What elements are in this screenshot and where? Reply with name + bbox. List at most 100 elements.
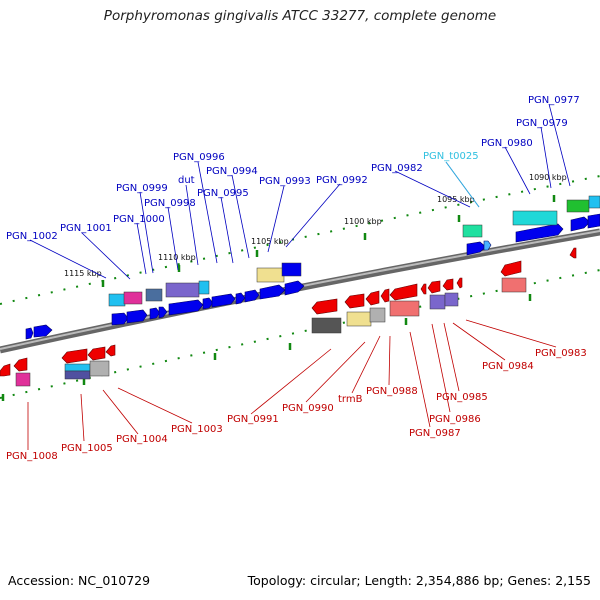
- gene-arrow: [570, 216, 591, 232]
- feature-box: [123, 291, 143, 305]
- gene-label: PGN_0993: [259, 176, 311, 187]
- major-ticks: [1, 195, 556, 401]
- feature-box: [198, 280, 210, 295]
- gene-arrow: [202, 297, 214, 310]
- gene-arrow: [211, 293, 236, 308]
- gene-arrow: [466, 241, 487, 256]
- gene-arrow: [483, 240, 492, 251]
- gene-label: PGN_0999: [116, 183, 168, 194]
- gene-arrow: [111, 312, 129, 326]
- gene-arrow: [33, 324, 53, 338]
- reverse-genes: [0, 247, 577, 377]
- gene-arrow: [61, 348, 88, 364]
- feature-box: [369, 307, 386, 323]
- feature-box: [108, 293, 126, 307]
- gene-arrow: [389, 283, 418, 301]
- gene-arrow: [25, 327, 34, 340]
- gene-label: PGN_1003: [171, 424, 223, 435]
- feature-box: [256, 267, 285, 283]
- feature-box: [89, 360, 110, 377]
- gene-label: PGN_0982: [371, 163, 423, 174]
- gene-arrow: [427, 280, 441, 294]
- gene-label: PGN_0985: [436, 392, 488, 403]
- gene-label: trmB: [338, 394, 363, 405]
- gene-label: PGN_0983: [535, 348, 587, 359]
- gene-label: PGN_0988: [366, 386, 418, 397]
- feature-box: [346, 311, 372, 327]
- scale-label: 1110 kbp: [158, 253, 196, 262]
- scale-label: 1090 kbp: [529, 173, 567, 182]
- gene-arrow: [515, 223, 564, 243]
- gene-label: PGN_0990: [282, 403, 334, 414]
- gene-arrow: [442, 278, 454, 291]
- forward-labels: PGN_0977 PGN_0979 PGN_0980 PGN_t0025 PGN…: [6, 95, 580, 242]
- feature-box: [15, 372, 31, 387]
- feature-box: [281, 262, 302, 277]
- feature-box: [389, 300, 420, 317]
- reverse-leader-lines: [27, 319, 557, 450]
- feature-box: [311, 317, 342, 334]
- gene-label: dut: [178, 175, 195, 186]
- gene-arrow: [244, 289, 260, 303]
- gene-label: PGN_0994: [206, 166, 258, 177]
- gene-label: PGN_0984: [482, 361, 534, 372]
- gene-arrow: [500, 260, 522, 277]
- feature-box: [444, 292, 459, 307]
- scale-label: 1115 kbp: [64, 269, 102, 278]
- gene-label: PGN_0992: [316, 175, 368, 186]
- gene-label: PGN_0986: [429, 414, 481, 425]
- gene-label: PGN_1004: [116, 434, 168, 445]
- gene-label: PGN_0998: [144, 198, 196, 209]
- gene-arrow: [380, 288, 390, 303]
- gene-arrow: [587, 213, 600, 229]
- gene-label: PGN_0996: [173, 152, 225, 163]
- gene-arrow: [0, 363, 11, 377]
- gene-label: PGN_0977: [528, 95, 580, 106]
- gene-arrow: [569, 247, 577, 259]
- gene-arrow: [149, 307, 161, 320]
- gene-label: PGN_1001: [60, 223, 112, 234]
- gene-arrow: [105, 344, 116, 357]
- reverse-labels: PGN_0983 PGN_0984 PGN_0985 PGN_0986 PGN_…: [6, 348, 587, 462]
- trna-leader-line: [445, 161, 480, 208]
- gene-arrow: [13, 357, 28, 372]
- feature-box: [462, 224, 483, 238]
- gene-arrow: [235, 292, 246, 305]
- gene-arrow: [284, 280, 305, 296]
- forward-genes: [25, 213, 600, 340]
- scale-label: 1100 kbp: [344, 217, 382, 226]
- gene-arrow: [87, 346, 106, 361]
- gene-label: PGN_t0025: [423, 151, 479, 162]
- gene-label: PGN_0987: [409, 428, 461, 439]
- gene-label: PGN_0979: [516, 118, 568, 129]
- feature-box: [501, 277, 527, 293]
- gene-arrow: [344, 293, 365, 309]
- feature-box: [64, 370, 91, 380]
- topology-text: Topology: circular; Length: 2,354,886 bp…: [247, 573, 591, 588]
- gene-arrow: [456, 277, 463, 289]
- gene-arrow: [420, 283, 427, 295]
- gene-arrow: [168, 299, 204, 316]
- gene-label: PGN_0995: [197, 188, 249, 199]
- feature-box: [429, 294, 446, 310]
- gene-arrow: [259, 284, 286, 300]
- scale-label: 1105 kbp: [251, 237, 289, 246]
- gene-label: PGN_1000: [113, 214, 165, 225]
- forward-features: [108, 195, 600, 307]
- scale-label: 1095 kbp: [437, 195, 475, 204]
- gene-label: PGN_0991: [227, 414, 279, 425]
- gene-arrow: [126, 309, 148, 324]
- gene-arrow: [158, 306, 168, 319]
- feature-box: [145, 288, 163, 302]
- feature-box: [165, 282, 200, 298]
- feature-box: [588, 195, 600, 209]
- gene-label: PGN_1005: [61, 443, 113, 454]
- map-title: Porphyromonas gingivalis ATCC 33277, com…: [103, 8, 497, 24]
- reverse-features: [15, 277, 527, 387]
- gene-label: PGN_0980: [481, 138, 533, 149]
- accession-text: Accession: NC_010729: [8, 573, 151, 588]
- feature-box: [512, 210, 558, 226]
- feature-box: [566, 199, 590, 213]
- gene-arrow: [311, 298, 338, 315]
